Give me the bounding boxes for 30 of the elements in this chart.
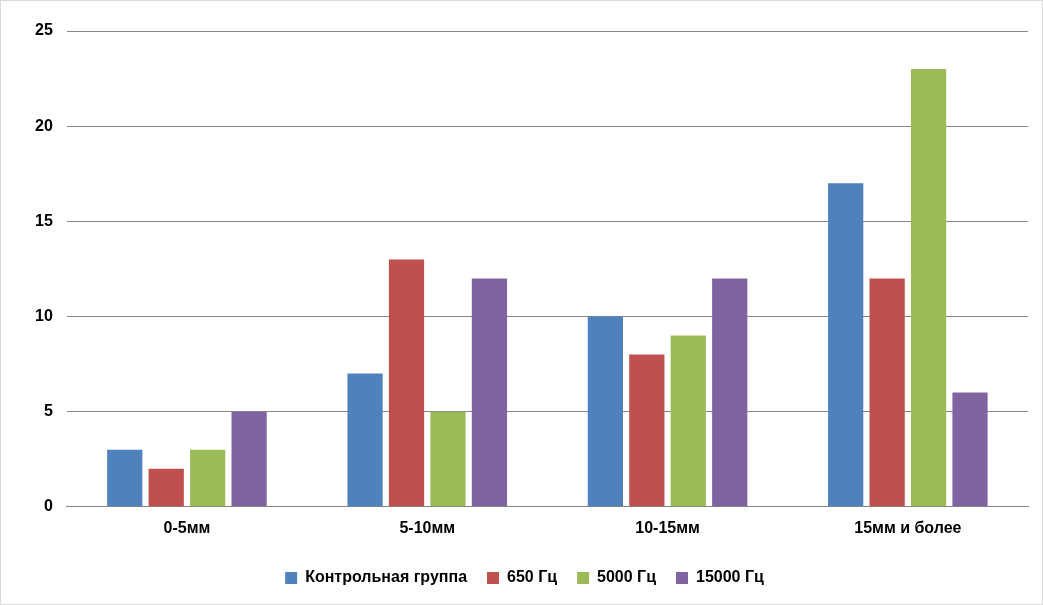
y-tick-label: 10 — [35, 306, 53, 324]
bar — [869, 278, 905, 507]
x-tick-label: 0-5мм — [163, 518, 211, 536]
legend-label: 15000 Гц — [696, 568, 765, 586]
legend-label: 650 Гц — [507, 568, 558, 586]
bar — [910, 69, 947, 507]
bar — [828, 183, 864, 507]
bar — [148, 468, 184, 507]
bar — [471, 278, 508, 507]
y-tick-label: 25 — [35, 21, 53, 39]
y-tick-label: 5 — [43, 402, 53, 420]
x-tick-label: 15мм и более — [854, 518, 962, 536]
y-tick-label: 15 — [35, 211, 53, 229]
bar — [629, 354, 665, 507]
bar — [190, 449, 226, 507]
bar — [430, 411, 466, 507]
y-tick-label: 20 — [35, 116, 53, 134]
bar — [347, 373, 383, 507]
legend-label: 5000 Гц — [597, 568, 657, 586]
legend-label: Контрольная группа — [305, 568, 468, 586]
bar — [712, 278, 748, 507]
bar — [388, 259, 425, 507]
bar — [670, 335, 706, 507]
bar — [587, 316, 623, 507]
x-tick-label: 5-10мм — [399, 518, 456, 536]
bar — [231, 411, 267, 507]
x-tick-label: 10-15мм — [635, 518, 700, 536]
bar — [107, 449, 143, 507]
bar — [952, 392, 988, 507]
y-tick-label: 0 — [43, 497, 53, 515]
